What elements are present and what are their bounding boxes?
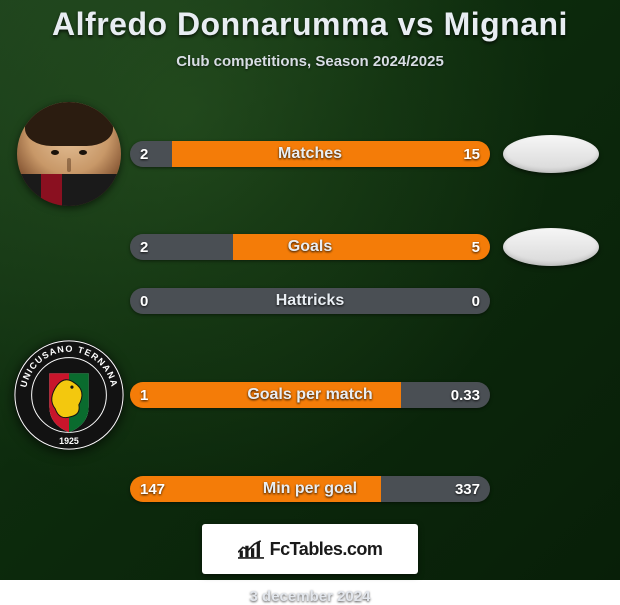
stat-value-right: 0 [462,288,490,314]
fctables-logo[interactable]: FcTables.com [202,524,418,574]
stat-bar: 00Hattricks [130,288,490,314]
stat-value-left: 1 [130,382,158,408]
stat-bar: 25Goals [130,234,490,260]
player1-avatar [17,102,121,206]
stat-row: 00Hattricks [0,288,620,314]
right-side-slot [490,135,612,173]
stat-rows: 215Matches 25Goals 00Hattricks UNICUSANO… [0,102,620,502]
stat-value-right: 5 [462,234,490,260]
stat-value-left: 0 [130,288,158,314]
stat-value-left: 2 [130,234,158,260]
stat-bar: 147337Min per goal [130,476,490,502]
left-side-slot [8,102,130,206]
svg-text:1925: 1925 [59,436,79,446]
stat-value-left: 2 [130,141,158,167]
stat-row: 147337Min per goal [0,476,620,502]
stat-row: UNICUSANO TERNANA 1925 10.33Goals per ma… [0,336,620,454]
bar-chart-icon [238,539,264,559]
stat-bar: 215Matches [130,141,490,167]
stat-bar: 10.33Goals per match [130,382,490,408]
player2-avatar-placeholder [503,228,599,266]
stat-value-right: 0.33 [441,382,490,408]
player1-club-crest: UNICUSANO TERNANA 1925 [10,336,128,454]
stat-row: 215Matches [0,102,620,206]
season-subtitle: Club competitions, Season 2024/2025 [0,53,620,70]
right-side-slot [490,228,612,266]
stat-value-right: 337 [445,476,490,502]
stat-value-left: 147 [130,476,175,502]
player2-avatar-placeholder [503,135,599,173]
logo-text: FcTables.com [270,539,383,560]
snapshot-date: 3 december 2024 [0,588,620,605]
left-side-slot: UNICUSANO TERNANA 1925 [8,336,130,454]
stat-value-right: 15 [453,141,490,167]
page-title: Alfredo Donnarumma vs Mignani [0,6,620,43]
stat-row: 25Goals [0,228,620,266]
